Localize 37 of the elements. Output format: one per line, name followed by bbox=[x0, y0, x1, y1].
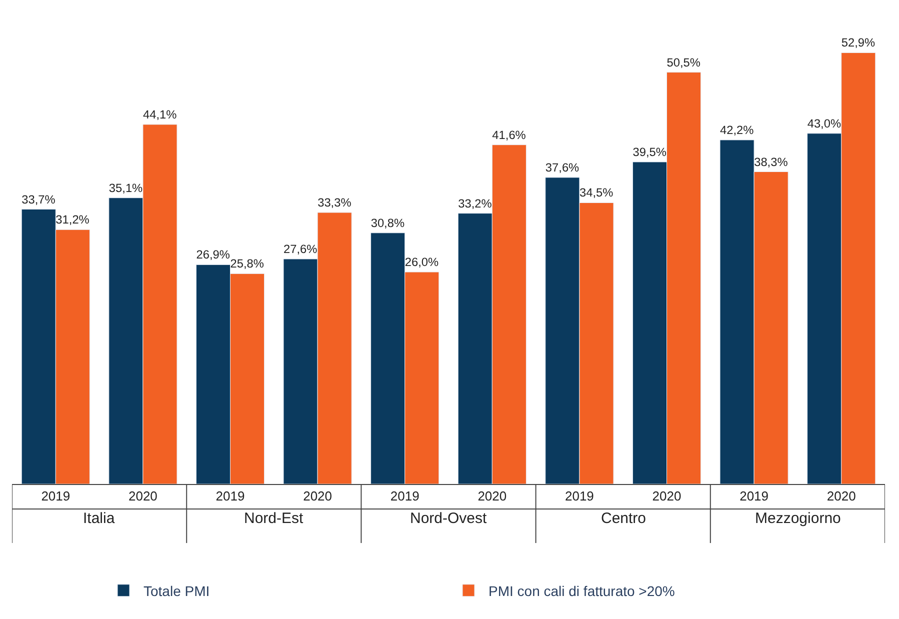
data-label: 25,8% bbox=[230, 256, 264, 271]
x-tick-label: 2019 bbox=[390, 488, 420, 504]
data-label: 26,9% bbox=[196, 248, 230, 262]
data-label: 41,6% bbox=[492, 128, 526, 142]
text: Centro bbox=[601, 510, 646, 527]
data-label: 31,2% bbox=[56, 212, 90, 227]
data-label: 52,9% bbox=[841, 36, 876, 50]
x-tick-label: 2019 bbox=[740, 488, 769, 504]
data-label: 26,0% bbox=[404, 255, 439, 270]
legend-label: Totale PMI bbox=[144, 582, 210, 599]
data-label: 30,8% bbox=[370, 216, 405, 230]
x-tick-label: 2020 bbox=[826, 488, 856, 504]
data-label: 37,6% bbox=[545, 160, 580, 174]
text: Italia bbox=[83, 510, 116, 527]
x-tick-label: 2020 bbox=[128, 488, 158, 504]
x-tick-label: 2019 bbox=[564, 488, 594, 504]
x-tick-label: 2019 bbox=[216, 488, 245, 504]
data-label: 38,3% bbox=[754, 154, 788, 169]
data-label: 44,1% bbox=[142, 107, 178, 122]
data-label: 33,7% bbox=[22, 192, 56, 206]
x-tick-label: 2020 bbox=[478, 488, 507, 504]
data-label: 33,2% bbox=[458, 196, 492, 210]
data-label: 42,2% bbox=[720, 122, 754, 137]
text: Nord-Ovest bbox=[410, 510, 488, 527]
data-label: 50,5% bbox=[666, 55, 701, 70]
data-label: 27,6% bbox=[284, 242, 318, 256]
text: Mezzogiorno bbox=[755, 510, 841, 527]
data-label: 39,5% bbox=[632, 144, 667, 159]
x-tick-label: 2020 bbox=[303, 488, 332, 504]
x-tick-label: 2020 bbox=[652, 488, 682, 504]
text: Nord-Est bbox=[244, 510, 304, 527]
data-label: 35,1% bbox=[108, 180, 144, 195]
legend-label: PMI con cali di fatturato >20% bbox=[488, 582, 675, 599]
data-label: 34,5% bbox=[579, 186, 614, 200]
data-label: 33,3% bbox=[318, 196, 352, 210]
data-label: 43,0% bbox=[807, 116, 842, 130]
x-tick-label: 2019 bbox=[41, 488, 70, 504]
